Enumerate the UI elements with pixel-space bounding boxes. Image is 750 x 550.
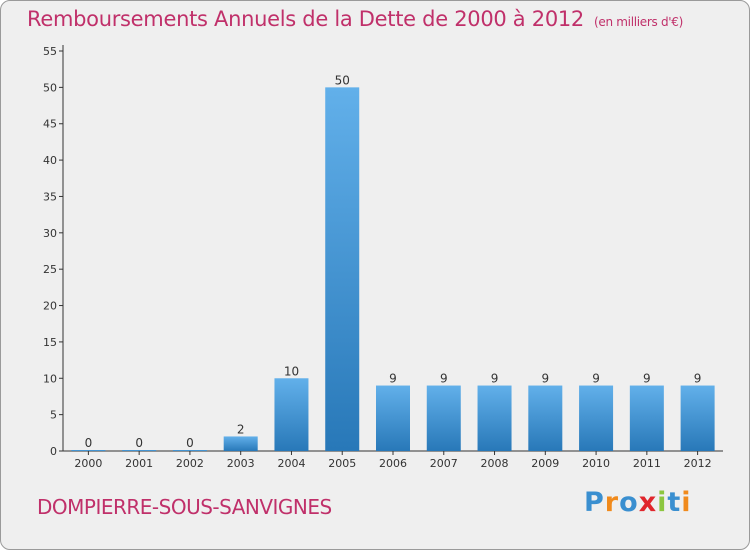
x-tick-label: 2001: [125, 457, 153, 470]
bar: [325, 87, 360, 451]
brand-letter: i: [657, 487, 668, 518]
x-tick-label: 2011: [633, 457, 661, 470]
chart-title: Remboursements Annuels de la Dette de 20…: [27, 7, 683, 31]
y-tick-label: 55: [43, 45, 57, 58]
x-tick-label: 2005: [328, 457, 356, 470]
bar: [376, 385, 410, 451]
bar: [629, 385, 664, 451]
y-tick-label: 50: [43, 81, 57, 94]
bar-value-label: 0: [186, 436, 194, 450]
brand-letter: i: [681, 487, 692, 518]
bar: [680, 385, 715, 451]
bar: [274, 378, 309, 451]
chart-data-labels: 0 0 0 2 10 50 9 9 9 9 9 9 9: [85, 73, 702, 450]
brand-letter: x: [638, 487, 658, 518]
y-tick-label: 40: [43, 154, 57, 167]
y-tick-label: 0: [50, 445, 57, 458]
proxiti-logo[interactable]: Proxiti: [584, 487, 692, 518]
bar-value-label: 9: [643, 372, 651, 386]
y-tick-label: 25: [43, 263, 57, 276]
x-tick-label: 2007: [430, 457, 458, 470]
x-tick-label: 2002: [176, 457, 204, 470]
y-tick-label: 30: [43, 227, 57, 240]
bar-value-label: 9: [694, 372, 702, 386]
commune-name: DOMPIERRE-SOUS-SANVIGNES: [37, 495, 332, 519]
x-tick-label: 2009: [531, 457, 559, 470]
x-tick-label: 2000: [74, 457, 102, 470]
y-tick-label: 45: [43, 118, 57, 131]
bar-value-label: 9: [440, 372, 448, 386]
bar-value-label: 9: [491, 372, 499, 386]
chart-subtitle: (en milliers d'€): [594, 15, 684, 29]
brand-letter: r: [604, 487, 620, 518]
bar: [579, 385, 614, 451]
y-tick-label: 20: [43, 300, 57, 313]
bar: [223, 436, 258, 451]
bar: [122, 450, 157, 451]
bar-value-label: 0: [135, 436, 143, 450]
bar-value-label: 50: [335, 73, 350, 87]
x-tick-label: 2008: [481, 457, 509, 470]
y-tick-label: 15: [43, 336, 57, 349]
brand-letter: P: [584, 487, 605, 518]
x-tick-label: 2006: [379, 457, 407, 470]
bar-value-label: 0: [85, 436, 93, 450]
bar-value-label: 9: [541, 372, 549, 386]
y-tick-label: 10: [43, 372, 57, 385]
bar: [477, 385, 512, 451]
x-tick-label: 2003: [227, 457, 255, 470]
x-tick-label: 2012: [684, 457, 712, 470]
chart-title-text: Remboursements Annuels de la Dette de 20…: [27, 7, 584, 31]
brand-letter: t: [667, 487, 682, 518]
bar: [71, 450, 106, 451]
y-tick-label: 35: [43, 190, 57, 203]
bar-value-label: 9: [389, 372, 397, 386]
bar: [426, 385, 461, 451]
brand-letter: o: [619, 487, 639, 518]
x-tick-label: 2010: [582, 457, 610, 470]
y-tick-label: 5: [50, 409, 57, 422]
bar-value-label: 2: [237, 422, 245, 436]
chart-bars: [71, 87, 715, 451]
bar: [172, 450, 207, 451]
bar: [528, 385, 563, 451]
bar-value-label: 10: [284, 364, 299, 378]
x-tick-label: 2004: [277, 457, 305, 470]
bar-value-label: 9: [592, 372, 600, 386]
